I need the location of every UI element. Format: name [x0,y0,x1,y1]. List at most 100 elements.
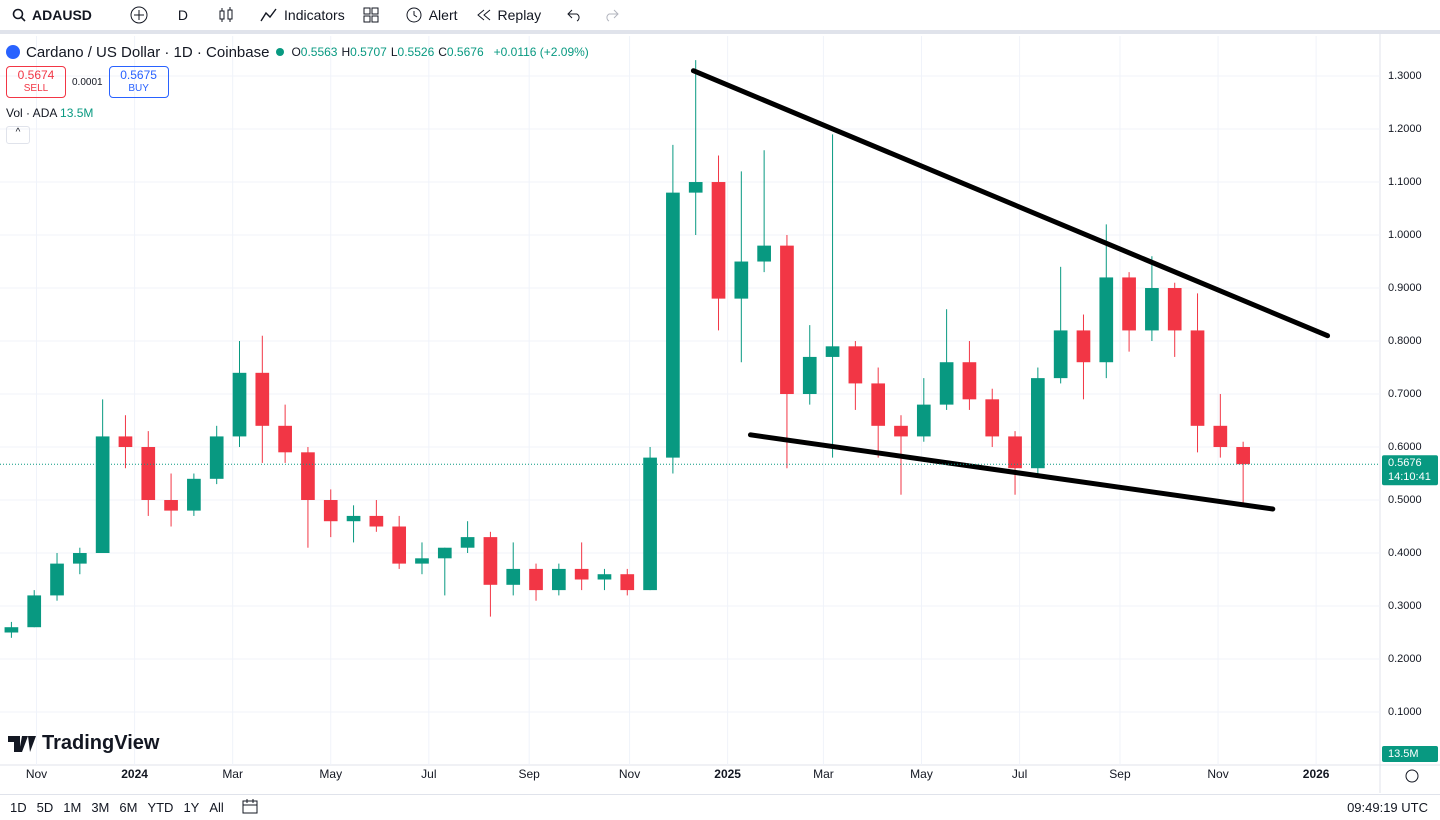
candle-body [255,372,270,426]
alert-label: Alert [428,7,458,23]
layouts-button[interactable] [363,7,379,23]
range-button[interactable]: All [209,800,224,815]
range-button[interactable]: 1Y [183,800,200,815]
y-tick-label: 0.8000 [1388,335,1422,347]
candle-body [962,362,977,400]
candle-body [1031,378,1045,469]
candle-body [916,404,931,437]
ohlc-value: 0.5563 [300,45,338,59]
logo-text: TradingView [42,732,160,754]
ohlc-value: 0.5526 [397,45,435,59]
candle-body [1145,288,1159,331]
volume-tag [1382,746,1438,762]
x-tick-label: Nov [26,767,47,781]
candle-body [301,452,315,501]
x-tick-label: May [910,767,933,781]
range-button[interactable]: 5D [36,800,54,815]
candle-icon [219,7,233,22]
x-tick-label: Sep [1109,767,1131,781]
indicators-button[interactable]: Indicators [260,7,345,23]
last-price-tag [1382,455,1438,486]
symbol: ADAUSD [32,7,92,23]
interval-button[interactable]: D [178,7,188,23]
clock: 09:49:19 UTC [1347,800,1428,815]
range-button[interactable]: 3M [91,800,110,815]
candle-body [118,436,133,448]
candle-body [209,436,224,479]
candle-body [1213,425,1228,448]
range-button[interactable]: 1D [10,800,27,815]
ohlc-key: C [438,45,447,59]
replay-button[interactable]: Replay [476,7,541,23]
buy-label: BUY [128,83,149,94]
x-tick-label: 2024 [121,767,148,781]
candle-body [1053,330,1068,379]
volume-value: 13.5M [60,106,94,120]
last-price-label: 0.5676 [1388,457,1422,469]
x-tick-label: 2025 [714,767,741,781]
candle-body [483,537,498,585]
replay-icon [476,9,490,21]
undo-button[interactable] [567,8,583,22]
y-tick-label: 1.2000 [1388,123,1422,135]
candle-body [437,547,452,559]
range-button[interactable]: 6M [119,800,138,815]
undo-icon [567,9,580,22]
logo-mark [8,735,36,752]
candle-body [369,515,384,527]
compare-button[interactable] [130,6,148,24]
range-button[interactable]: 1M [63,800,82,815]
symbol-search[interactable]: ADAUSD [12,7,92,23]
candle-body [643,457,657,591]
candle-body [4,627,19,633]
candle-body [164,500,178,511]
calendar-icon [242,799,258,814]
sell-button[interactable]: 0.5674 SELL [6,66,66,98]
ohlc-value: 0.5676 [446,45,484,59]
candle-body [415,558,429,564]
candle-body [506,568,521,585]
candle-body [871,383,886,426]
countdown: 14:10:41 [1388,471,1431,483]
y-tick-label: 1.1000 [1388,176,1422,188]
candle-body [711,182,726,299]
buy-button[interactable]: 0.5675 BUY [108,66,169,98]
candle-body [802,356,817,395]
volume-label: Vol · ADA [6,106,57,120]
range-button[interactable]: YTD [147,800,174,815]
candle-body [985,399,1000,437]
x-tick-label: Mar [813,767,834,781]
y-tick-label: 0.9000 [1388,282,1422,294]
candle-body [346,515,361,522]
change: +0.0116 (+2.09%) [493,45,589,59]
search-icon [12,8,26,22]
alert-icon [406,7,422,23]
candle-body [1236,447,1250,465]
interval: D [177,7,189,23]
x-tick-label: Nov [1207,767,1228,781]
settings-icon [1405,769,1419,783]
candle-body [848,346,863,384]
trendline [690,68,1331,339]
candle-body [574,568,589,580]
candle-body [232,372,247,437]
collapse-button[interactable]: ^ [6,126,30,144]
buy-price: 0.5675 [120,68,157,82]
candle-body [72,553,87,564]
candle-body [552,568,566,591]
candle-body [323,500,338,522]
plus-icon [130,6,148,24]
indicators-label: Indicators [284,7,345,23]
y-tick-label: 0.6000 [1388,441,1422,453]
candle-body [1076,330,1091,363]
alert-button[interactable]: Alert [405,6,458,24]
candle-body [141,447,156,501]
y-tick-label: 0.5000 [1388,494,1422,506]
chart-type-button[interactable] [218,7,234,23]
candle-body [939,362,954,405]
ohlc-key: H [341,45,351,59]
redo-button[interactable] [603,8,619,22]
coin-icon [6,45,20,59]
sell-price: 0.5674 [17,68,55,82]
calendar-button[interactable] [242,798,258,817]
